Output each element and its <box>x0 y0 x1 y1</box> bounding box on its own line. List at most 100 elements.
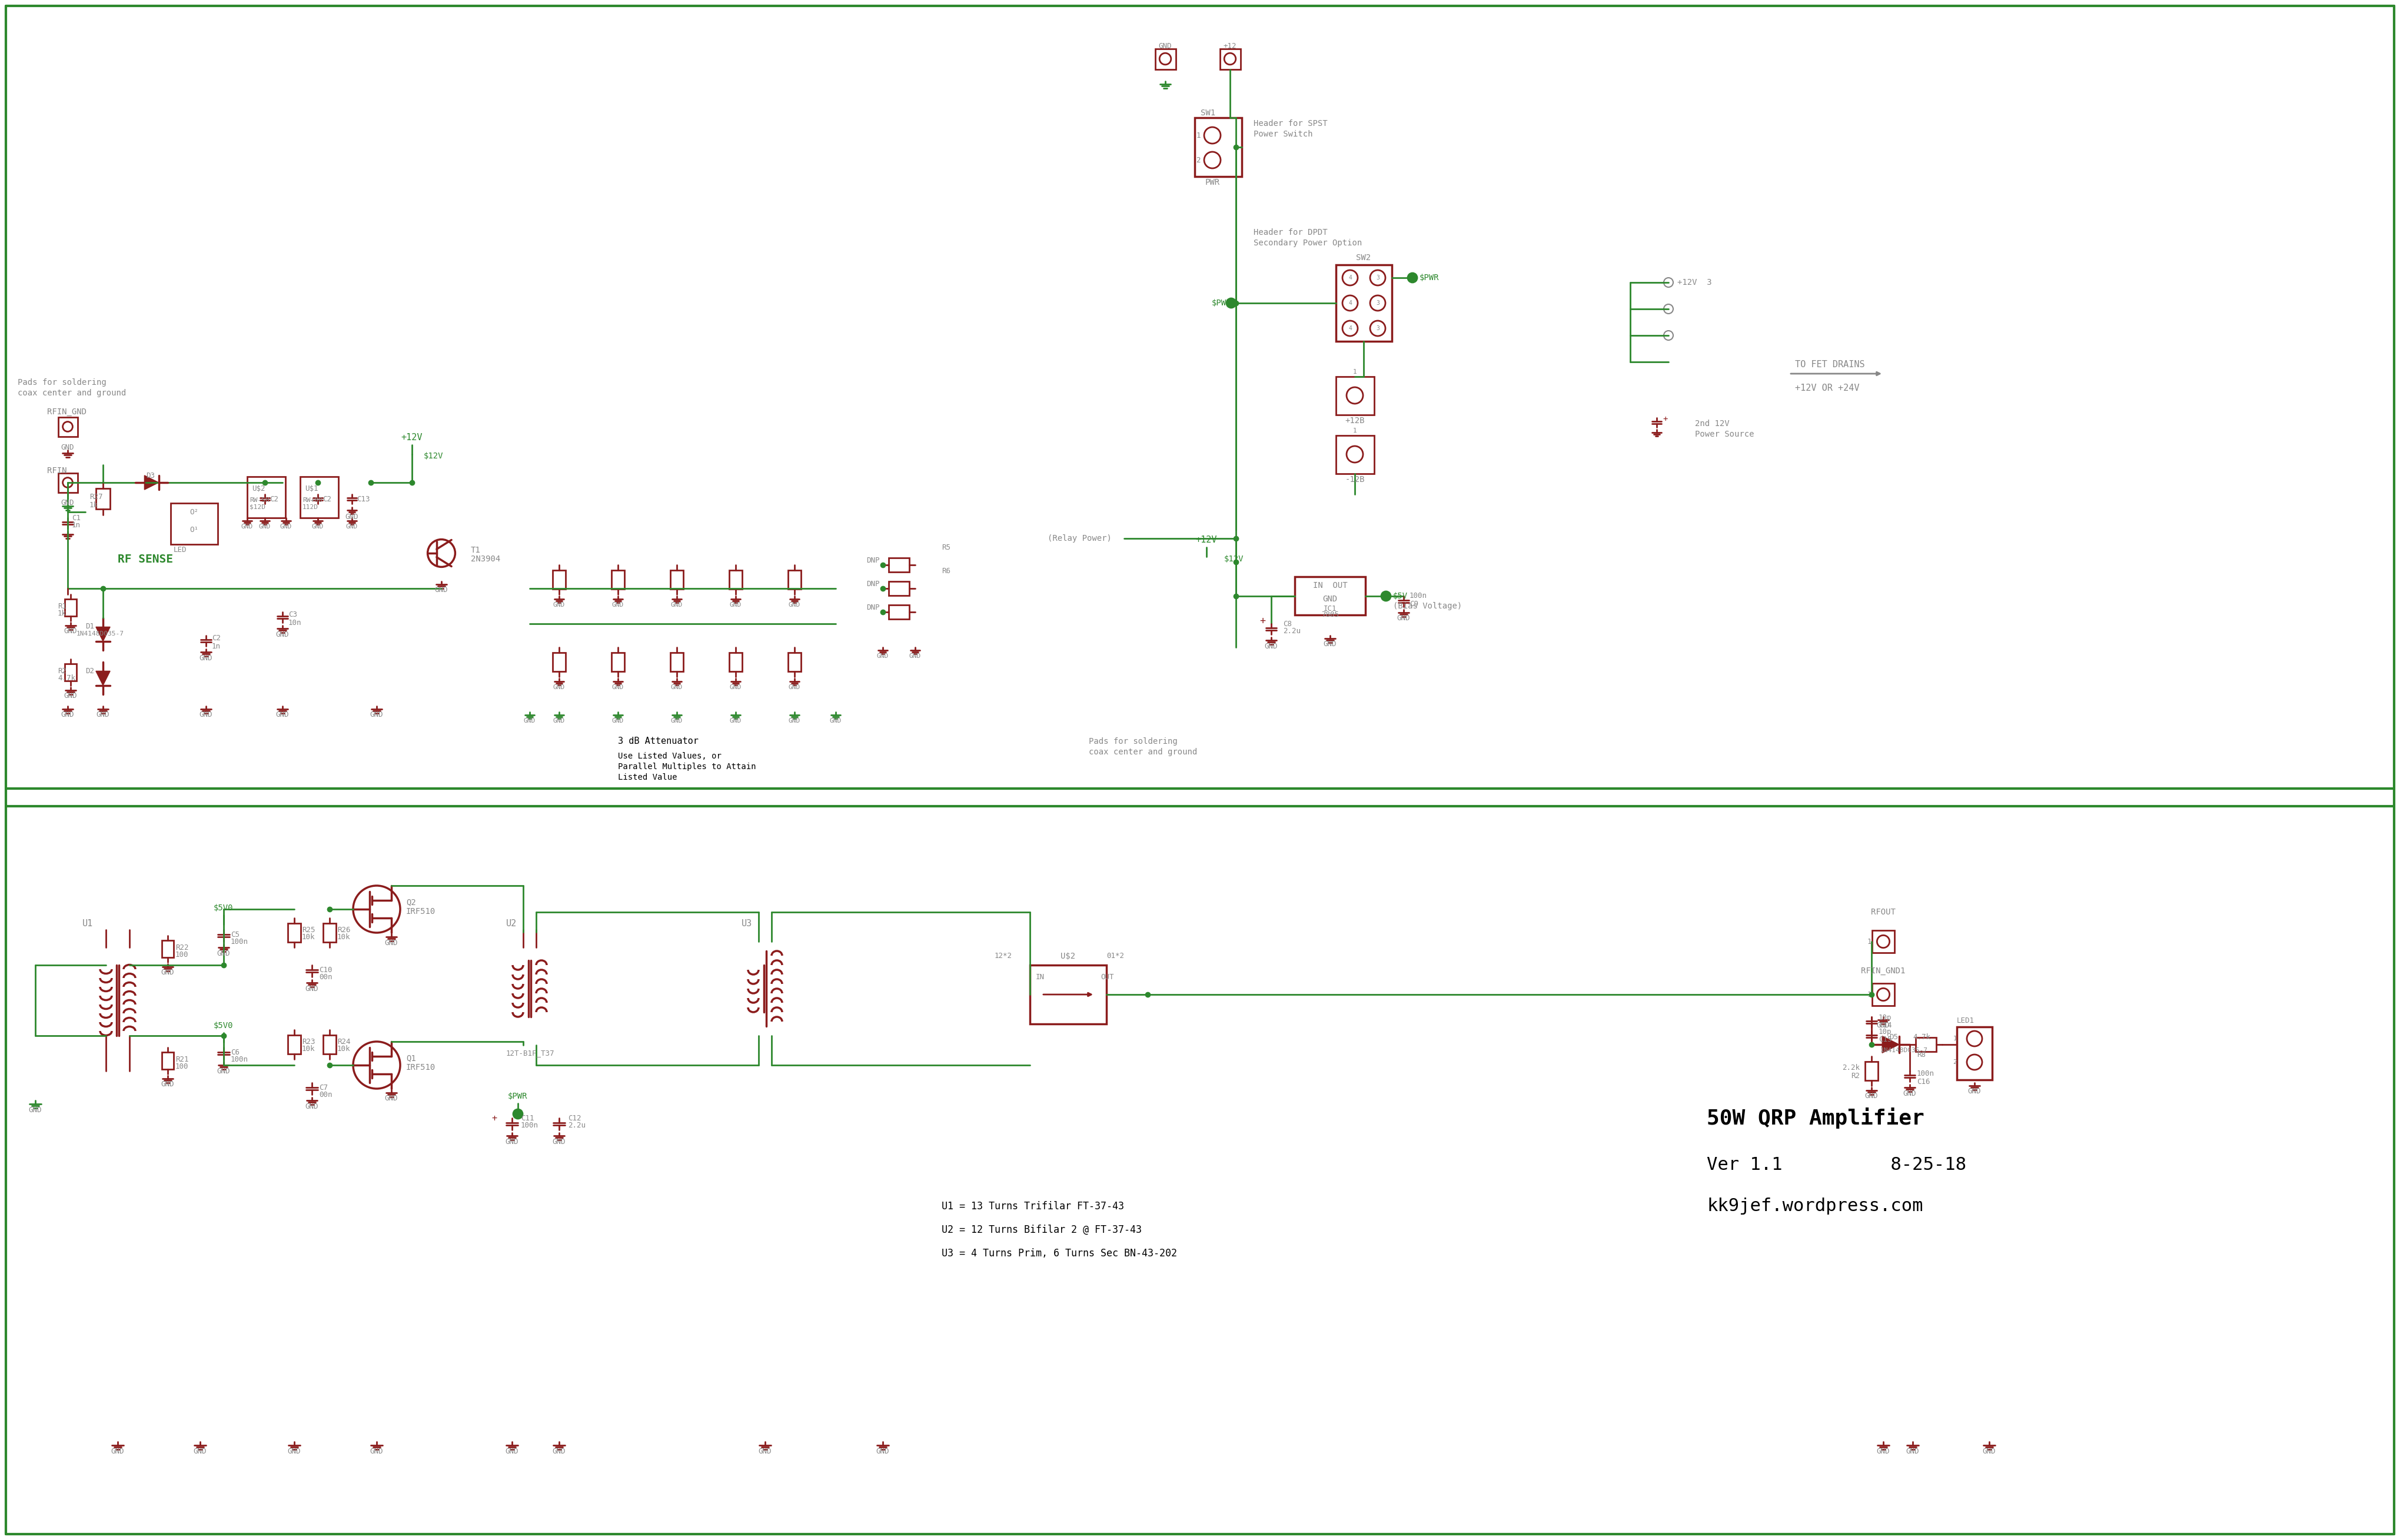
Text: GND: GND <box>830 718 842 724</box>
Text: 2: 2 <box>1195 156 1200 163</box>
Bar <box>670 570 684 588</box>
Text: GND: GND <box>552 602 564 608</box>
Text: GND: GND <box>276 711 288 719</box>
Text: C1: C1 <box>72 514 82 522</box>
Text: R24: R24 <box>338 1038 350 1046</box>
Polygon shape <box>96 671 110 685</box>
Bar <box>324 1035 336 1053</box>
Text: +: + <box>1260 616 1265 627</box>
Text: GND: GND <box>730 684 742 690</box>
Text: GND: GND <box>876 1448 890 1455</box>
Text: C2: C2 <box>322 496 331 504</box>
Text: 1: 1 <box>1867 938 1872 946</box>
Text: GND: GND <box>216 1067 230 1075</box>
Text: LED1: LED1 <box>1956 1016 1975 1024</box>
Text: GND: GND <box>434 587 449 594</box>
Bar <box>1872 984 1894 1006</box>
Bar <box>65 599 77 616</box>
Text: +: + <box>1663 414 1668 424</box>
Bar <box>787 570 802 588</box>
Text: 100n: 100n <box>1918 1070 1934 1078</box>
Text: GND: GND <box>346 524 358 530</box>
Text: GND: GND <box>552 1448 566 1455</box>
Text: C13: C13 <box>358 496 370 504</box>
Text: Secondary Power Option: Secondary Power Option <box>1253 239 1361 246</box>
Text: RFIN_GND: RFIN_GND <box>48 408 86 416</box>
Text: R8: R8 <box>1918 1050 1925 1058</box>
Text: GND: GND <box>1877 1023 1889 1030</box>
Bar <box>288 1035 300 1053</box>
Text: GND: GND <box>552 1138 566 1146</box>
Bar <box>65 664 77 681</box>
Text: C14: C14 <box>1879 1023 1891 1030</box>
Bar <box>1154 49 1176 69</box>
Text: 1: 1 <box>1954 1036 1956 1041</box>
Text: 100: 100 <box>175 952 190 959</box>
Text: GND: GND <box>288 1448 300 1455</box>
Bar <box>1337 265 1392 342</box>
Text: 10p: 10p <box>1879 1015 1891 1023</box>
Circle shape <box>1370 296 1385 311</box>
Text: $12D: $12D <box>250 504 266 510</box>
Text: 00n: 00n <box>319 1092 331 1100</box>
Text: 3: 3 <box>1375 300 1380 306</box>
Text: R27: R27 <box>89 493 103 500</box>
Text: $PWR: $PWR <box>509 1092 528 1101</box>
Bar <box>288 924 300 942</box>
Text: GND: GND <box>370 711 384 719</box>
Bar <box>787 653 802 671</box>
Text: 10n: 10n <box>288 619 302 627</box>
Text: 4: 4 <box>1349 325 1351 331</box>
Bar <box>552 653 566 671</box>
Circle shape <box>1409 273 1416 282</box>
Text: R26: R26 <box>338 926 350 933</box>
Text: IRF510: IRF510 <box>406 907 437 916</box>
Text: GND: GND <box>161 969 175 976</box>
Text: GND: GND <box>346 513 358 521</box>
Bar <box>161 1052 173 1069</box>
Text: RW-SH: RW-SH <box>250 497 269 504</box>
Circle shape <box>514 1109 523 1118</box>
Text: +12V: +12V <box>401 433 422 442</box>
Text: R5: R5 <box>941 544 950 551</box>
Text: $5V0: $5V0 <box>214 904 233 912</box>
Text: 1: 1 <box>1195 131 1200 139</box>
Bar <box>1872 930 1894 953</box>
Text: GND: GND <box>1159 42 1171 49</box>
Text: 3: 3 <box>1375 274 1380 280</box>
Text: C12: C12 <box>569 1115 581 1123</box>
Text: TO FET DRAINS: TO FET DRAINS <box>1795 360 1865 370</box>
Text: GND: GND <box>506 1448 518 1455</box>
Text: Pads for soldering: Pads for soldering <box>17 379 106 387</box>
Text: 4.7k: 4.7k <box>58 675 74 682</box>
Text: GND: GND <box>276 630 288 638</box>
Text: D3: D3 <box>146 471 154 479</box>
Text: RW+80: RW+80 <box>302 497 322 504</box>
Bar <box>161 941 173 958</box>
Text: 100n: 100n <box>521 1123 538 1129</box>
Text: (Relay Power): (Relay Power) <box>1046 534 1111 542</box>
Text: R21: R21 <box>175 1055 190 1063</box>
Circle shape <box>62 477 72 488</box>
Text: 00n: 00n <box>319 973 331 981</box>
Text: Header for DPDT: Header for DPDT <box>1253 228 1327 237</box>
Bar <box>170 504 218 544</box>
Text: -12B: -12B <box>1344 476 1366 484</box>
Text: GND: GND <box>672 684 682 690</box>
Text: PWR: PWR <box>1205 179 1219 186</box>
Text: 3: 3 <box>1375 325 1380 331</box>
Circle shape <box>1382 591 1390 601</box>
Circle shape <box>353 1041 401 1089</box>
Text: DNP: DNP <box>866 556 881 564</box>
Text: +12B: +12B <box>1344 417 1366 425</box>
Text: 2nd 12V: 2nd 12V <box>1694 419 1730 428</box>
Text: Q1: Q1 <box>406 1053 415 1063</box>
Text: O²: O² <box>190 508 199 516</box>
Text: coax center and ground: coax center and ground <box>17 390 127 397</box>
Text: GND: GND <box>96 711 110 719</box>
Text: GND: GND <box>758 1448 773 1455</box>
Text: GND: GND <box>65 693 77 701</box>
Circle shape <box>1663 277 1673 286</box>
Text: 3 dB Attenuator: 3 dB Attenuator <box>617 738 698 745</box>
Bar <box>888 581 910 596</box>
